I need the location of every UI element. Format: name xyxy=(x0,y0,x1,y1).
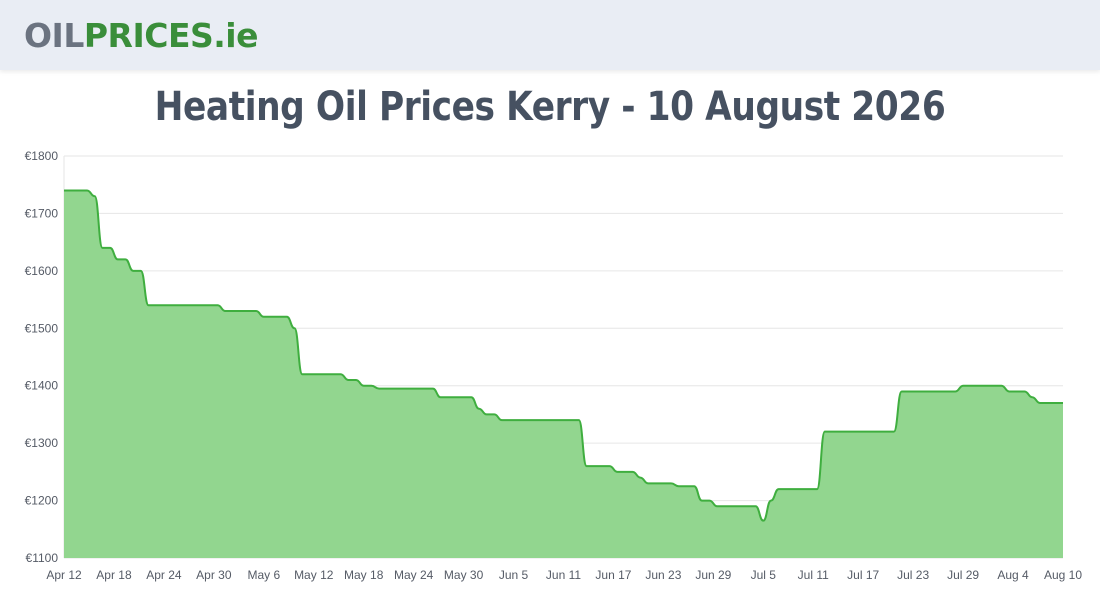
x-tick-label: Apr 24 xyxy=(146,568,182,582)
x-tick-label: Apr 18 xyxy=(96,568,132,582)
price-line xyxy=(63,189,1063,522)
x-tick-label: Jul 17 xyxy=(847,568,879,582)
y-tick-label: €1800 xyxy=(25,149,59,163)
x-tick-label: Apr 30 xyxy=(196,568,232,582)
site-logo[interactable]: OILPRICES.ie xyxy=(24,14,258,58)
x-tick-label: Jun 17 xyxy=(595,568,631,582)
logo-text-oil: OIL xyxy=(24,16,84,55)
price-chart: €1100 €1200 €1300 €1400 €1500 €1600 €1700 €1800… xyxy=(25,149,1083,582)
price-area-fill xyxy=(64,190,1063,558)
x-tick-label: May 12 xyxy=(294,568,334,582)
x-tick-label: Aug 4 xyxy=(997,568,1029,582)
x-axis: Apr 12 Apr 18 Apr 24 Apr 30 May 6 May 12 May 1… xyxy=(46,568,1082,582)
site-header: OILPRICES.ie xyxy=(0,0,1100,70)
y-tick-label: €1100 xyxy=(26,551,59,565)
x-tick-label: Jun 29 xyxy=(695,568,731,582)
x-tick-label: Aug 10 xyxy=(1044,568,1082,582)
y-tick-label: €1500 xyxy=(25,321,59,335)
x-tick-label: May 18 xyxy=(344,568,384,582)
page-title: Heating Oil Prices Kerry - 10 August 202… xyxy=(154,84,946,130)
logo-text-domain: .ie xyxy=(213,16,258,55)
y-tick-label: €1600 xyxy=(25,264,59,278)
x-tick-label: May 30 xyxy=(444,568,484,582)
y-tick-label: €1700 xyxy=(25,206,59,220)
y-axis: €1100 €1200 €1300 €1400 €1500 €1600 €1700 €1800 xyxy=(25,149,59,565)
y-tick-label: €1200 xyxy=(25,494,59,508)
x-tick-label: Jul 29 xyxy=(947,568,979,582)
x-tick-label: Jun 5 xyxy=(499,568,529,582)
x-tick-label: Jun 11 xyxy=(546,568,581,582)
x-tick-label: Jul 23 xyxy=(897,568,929,582)
x-tick-label: May 6 xyxy=(247,568,280,582)
x-tick-label: Jun 23 xyxy=(645,568,681,582)
x-tick-label: May 24 xyxy=(394,568,434,582)
x-tick-label: Jul 11 xyxy=(798,568,829,582)
y-tick-label: €1300 xyxy=(25,436,59,450)
logo-text-prices: PRICES xyxy=(83,16,214,55)
x-tick-label: Jul 5 xyxy=(751,568,777,582)
x-tick-label: Apr 12 xyxy=(46,568,82,582)
y-tick-label: €1400 xyxy=(25,379,59,393)
